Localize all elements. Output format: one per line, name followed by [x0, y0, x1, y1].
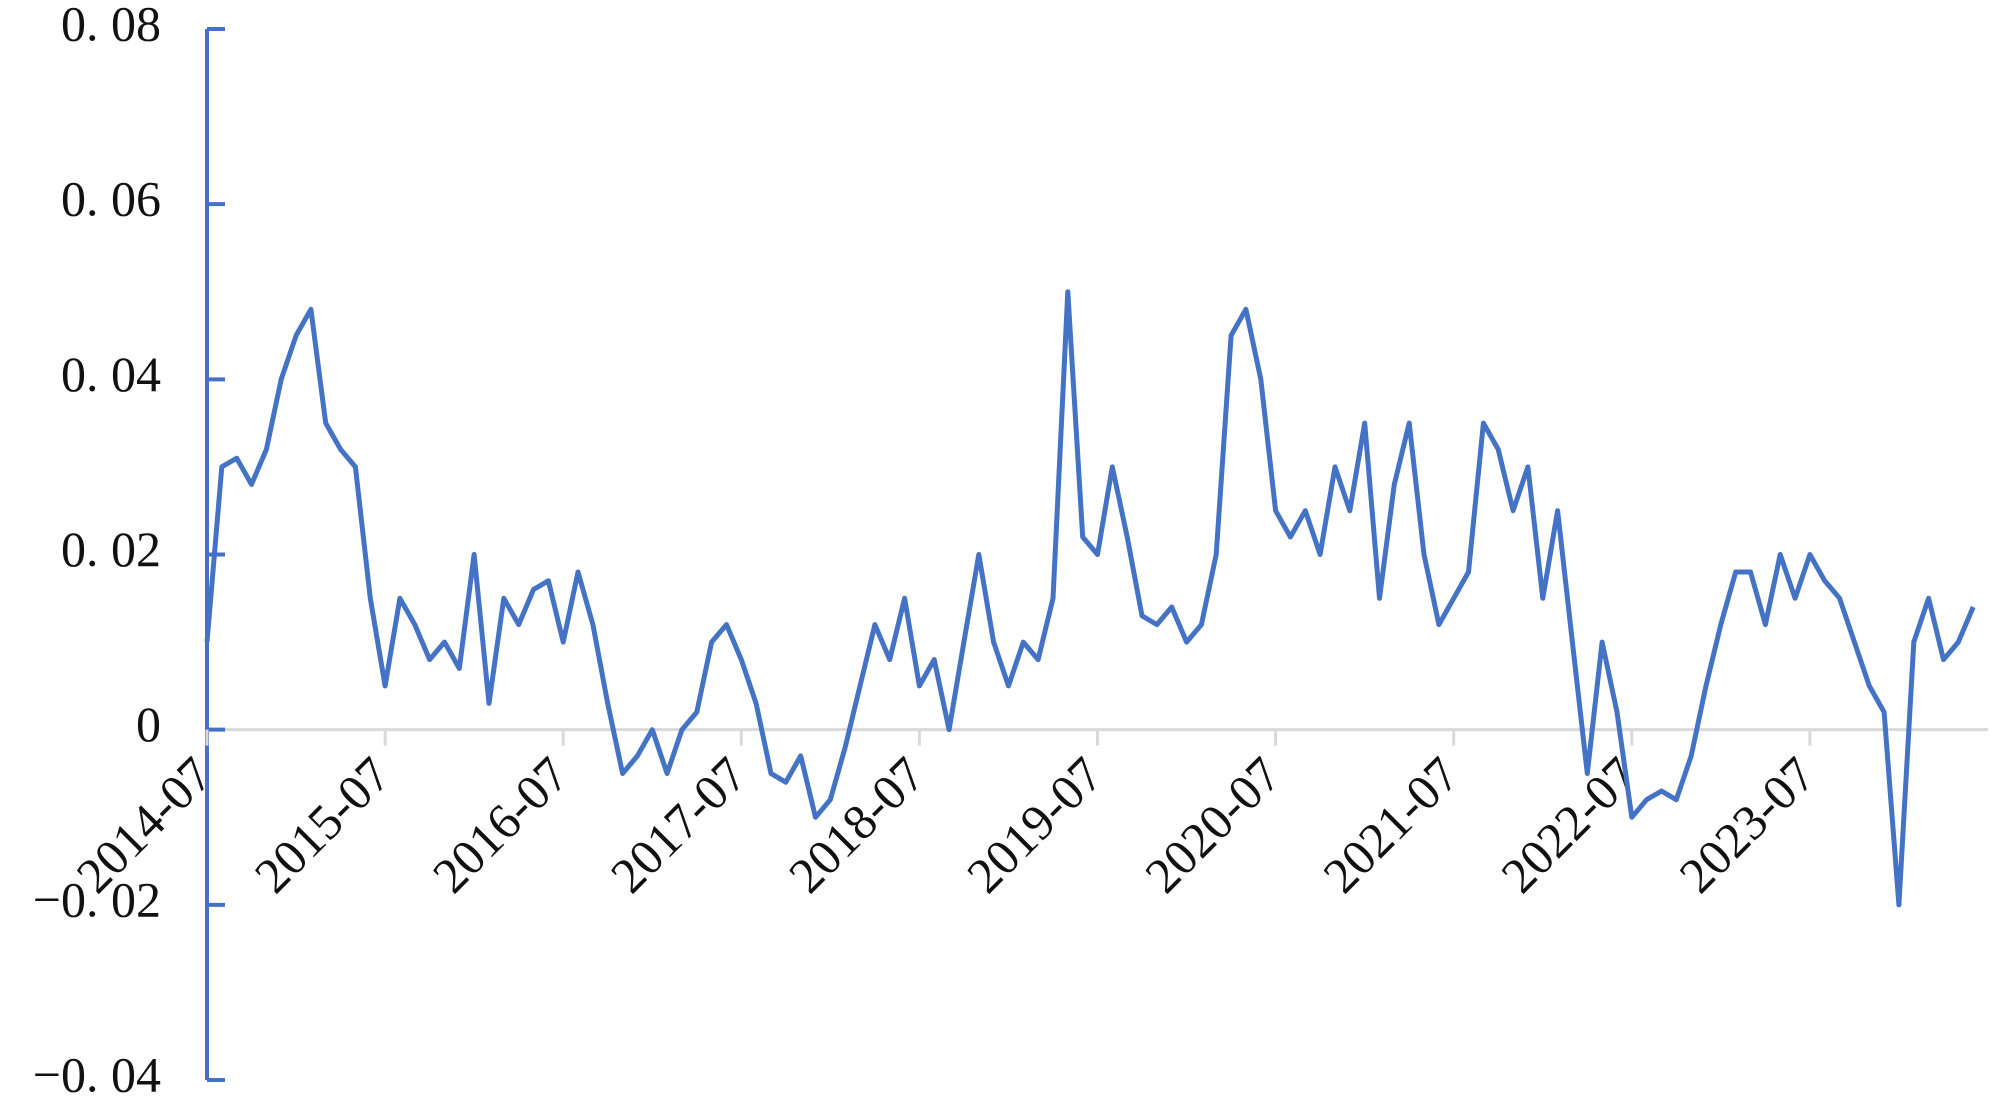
data-line — [204, 289, 1976, 908]
y-tick-label: −0. 04 — [33, 1046, 161, 1102]
x-tick-label: 2021-07 — [1312, 746, 1469, 903]
x-tick-label: 2020-07 — [1134, 746, 1291, 903]
y-tick-label: 0 — [136, 696, 161, 752]
y-tick-label: 0. 04 — [61, 346, 161, 402]
y-tick-label: 0. 02 — [61, 521, 161, 577]
x-tick-label: 2015-07 — [244, 746, 401, 903]
y-tick-label: 0. 06 — [61, 171, 161, 227]
y-tick-label: −0. 02 — [33, 871, 161, 927]
y-tick-label: 0. 08 — [61, 0, 161, 51]
x-tick-label: 2023-07 — [1668, 746, 1825, 903]
x-tick-label: 2016-07 — [422, 746, 579, 903]
x-tick-label: 2019-07 — [956, 746, 1113, 903]
